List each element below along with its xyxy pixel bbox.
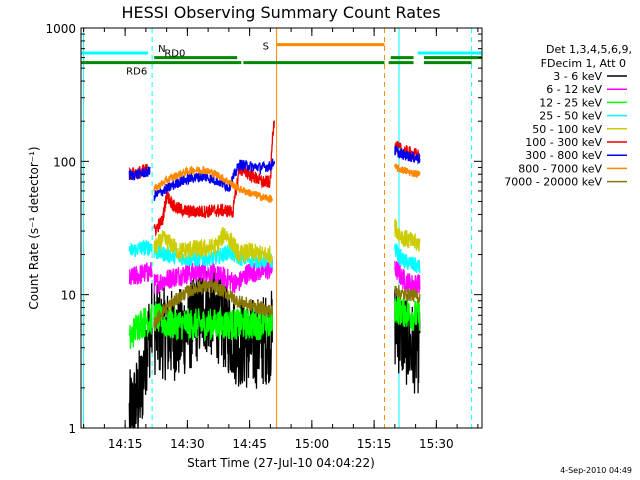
x-tick-label-5: 15:15 (357, 437, 392, 451)
x-tick-label-3: 14:45 (232, 437, 267, 451)
series-line-3-part-1 (128, 304, 153, 349)
series-line-8-part-1 (153, 165, 273, 204)
x-tick-label-4: 15:00 (295, 437, 330, 451)
series-line-5-part-1 (153, 227, 273, 264)
y-tick-label-2: 10 (61, 289, 76, 303)
series-line-7-part-3 (394, 145, 421, 165)
legend-header-line-1: Det 1,3,4,5,6,9, (546, 43, 632, 56)
axis-ticks: 1 10 100 1000 14:15 14:30 14:45 15:00 15:15 15:30 (45, 22, 482, 451)
legend-header-line-2: FDecim 1, Att 0 (541, 57, 626, 70)
legend-label-9: 7000 - 20000 keV (504, 176, 602, 189)
flag-label-rd6: RD6 (126, 67, 147, 78)
series-line-5-part-2 (394, 218, 421, 252)
y-tick-label-1: 1 (68, 422, 76, 436)
series-line-4-part-3 (394, 243, 421, 274)
flag-label-rd0: RD0 (164, 49, 185, 60)
x-tick-label-6: 15:30 (419, 437, 454, 451)
legend-label-6: 100 - 300 keV (525, 136, 602, 149)
series-line-3-part-2 (153, 302, 273, 342)
footer-timestamp: 4-Sep-2010 04:49 (560, 466, 632, 475)
series-line-9-part-2 (394, 285, 421, 304)
flag-label-s: S (263, 42, 269, 53)
series-line-6-part-2 (153, 120, 276, 237)
legend-label-2: 6 - 12 keV (546, 83, 602, 96)
y-tick-label-3: 100 (53, 155, 76, 169)
series-line-9-part-1 (153, 278, 273, 332)
series-line-7-part-2 (153, 158, 276, 201)
series-line-1-part-1 (128, 283, 153, 429)
data-series (128, 120, 421, 429)
series-line-8-part-2 (394, 163, 421, 178)
chart-title: HESSI Observing Summary Count Rates (121, 3, 440, 22)
x-tick-label-2: 14:30 (170, 437, 205, 451)
y-axis-label: Count Rate (s⁻¹ detector⁻¹) (27, 146, 41, 309)
legend-label-5: 50 - 100 keV (532, 123, 602, 136)
legend-label-4: 25 - 50 keV (539, 110, 602, 123)
series-line-4-part-1 (128, 238, 153, 258)
legend-label-8: 800 - 7000 keV (518, 162, 602, 175)
series-line-3-part-3 (394, 295, 421, 331)
flag-label-n: N (158, 44, 165, 55)
plot-frame (80, 27, 483, 429)
legend-label-7: 300 - 800 keV (525, 149, 602, 162)
legend-label-3: 12 - 25 keV (539, 96, 602, 109)
series-line-7-part-1 (128, 166, 151, 181)
series-line-2-part-1 (128, 262, 153, 285)
series-line-6-part-3 (394, 140, 421, 163)
x-tick-label-1: 14:15 (108, 437, 143, 451)
series-line-2-part-2 (153, 258, 273, 295)
y-tick-label-4: 1000 (45, 22, 76, 36)
legend: Det 1,3,4,5,6,9,FDecim 1, Att 03 - 6 keV… (504, 43, 632, 189)
legend-label-1: 3 - 6 keV (553, 70, 602, 83)
x-axis-label: Start Time (27-Jul-10 04:04:22) (187, 456, 375, 470)
